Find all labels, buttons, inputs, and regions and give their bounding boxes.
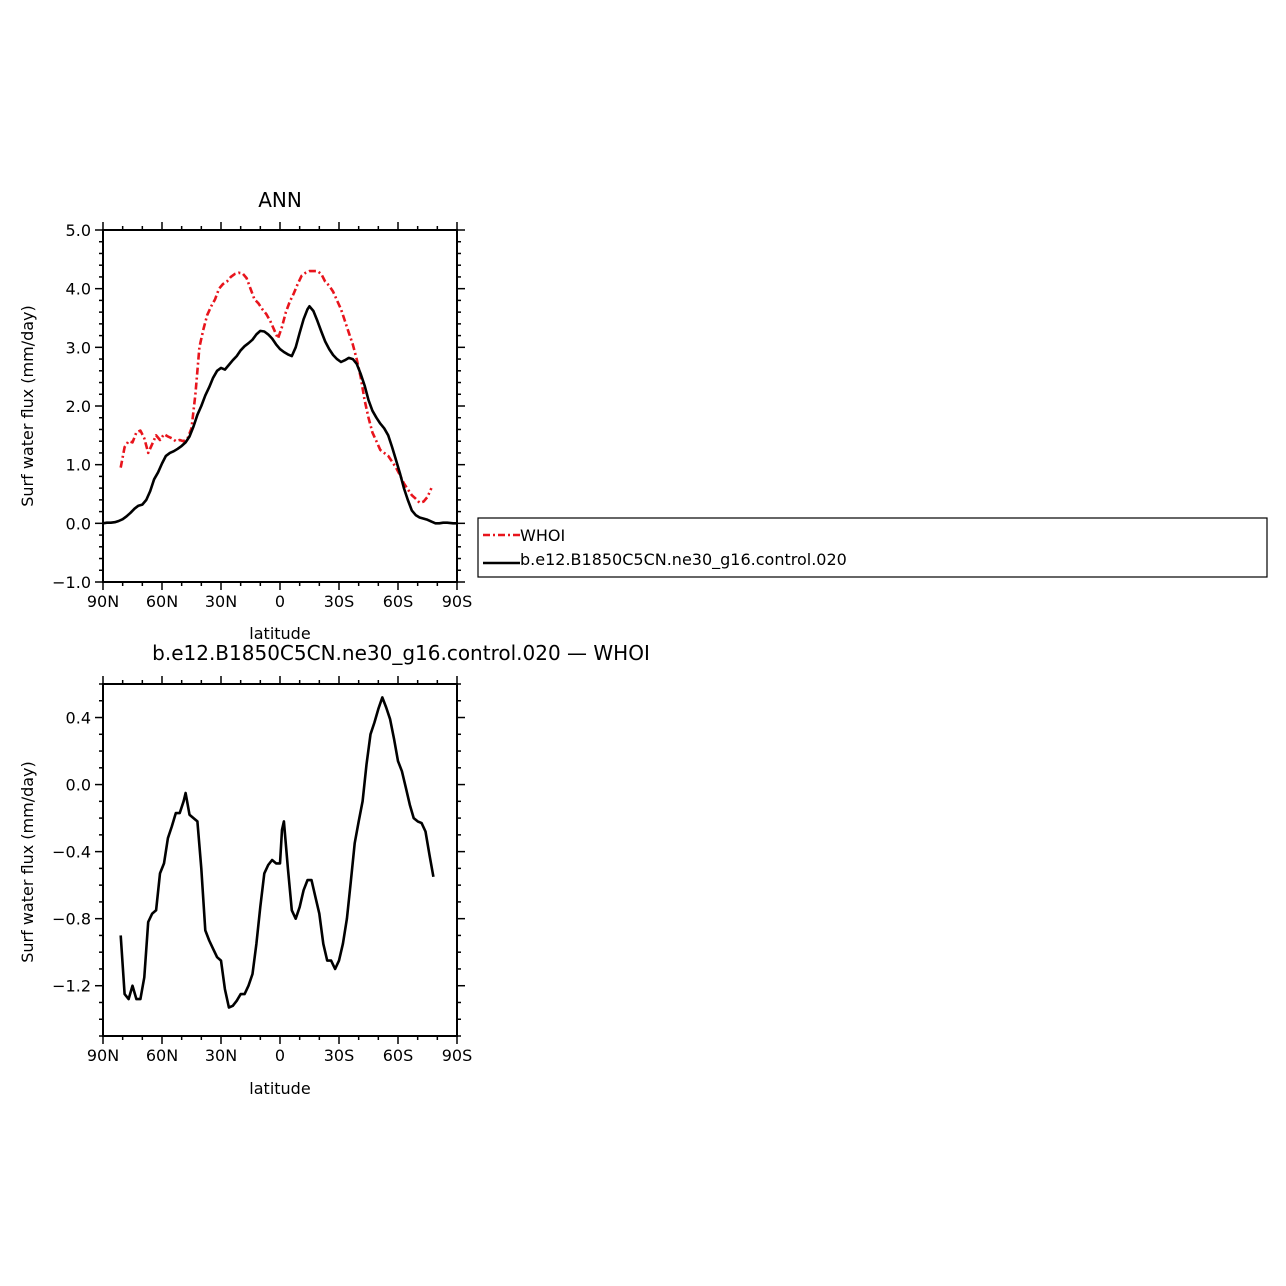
panel2-series-1: [119, 696, 435, 1009]
panel2-y-tick-label: −0.8: [52, 910, 91, 929]
panel-difference: b.e12.B1850C5CN.ne30_g16.control.020 — W…: [18, 641, 650, 1098]
panel1-series-2: [102, 305, 457, 525]
panel1-x-tick-label: 60S: [383, 592, 414, 611]
panel2-x-ticks: 90N 60N 30N 0 30S 60S 90S: [87, 676, 472, 1065]
panel1-y-tick-label: 4.0: [66, 280, 91, 299]
panel2-y-tick-label: 0.4: [66, 709, 91, 728]
legend-label-whoi: WHOI: [520, 526, 565, 545]
panel2-y-tick-label: 0.0: [66, 776, 91, 795]
panel2-y-tick-label: −0.4: [52, 843, 91, 862]
panel1-frame: [102, 229, 458, 583]
panel1-y-tick-label: 3.0: [66, 338, 91, 357]
panel2-y-tick-label: −1.2: [52, 977, 91, 996]
panel2-x-tick-label: 90S: [442, 1046, 473, 1065]
panel1-series-1: [119, 269, 433, 505]
panel1-series-lines: [102, 269, 457, 525]
panel1-x-tick-label: 60N: [146, 592, 178, 611]
panel1-y-tick-label: −1.0: [52, 573, 91, 592]
legend-box: [477, 517, 1268, 578]
legend: WHOI b.e12.B1850C5CN.ne30_g16.control.02…: [477, 517, 1268, 578]
panel1-y-ticks: −1.0 0.0 1.0 2.0 3.0 4.0 5.0: [52, 221, 465, 592]
panel2-x-tick-label: 30S: [324, 1046, 355, 1065]
panel2-x-axis-title: latitude: [249, 1079, 310, 1098]
panel2-y-ticks: −1.2 −0.8 −0.4 0.0 0.4: [52, 683, 465, 1037]
panel2-x-tick-label: 90N: [87, 1046, 119, 1065]
panel2-x-tick-label: 0: [275, 1046, 285, 1065]
panel1-x-tick-label: 90S: [442, 592, 473, 611]
panel2-x-tick-label: 60S: [383, 1046, 414, 1065]
panel1-x-tick-label: 0: [275, 592, 285, 611]
panel2-y-axis-title: Surf water flux (mm/day): [18, 761, 37, 963]
panel1-y-axis-title: Surf water flux (mm/day): [18, 305, 37, 507]
panel1-x-axis-title: latitude: [249, 624, 310, 643]
panel1-x-tick-label: 90N: [87, 592, 119, 611]
panel1-y-tick-label: 5.0: [66, 221, 91, 240]
panel2-title: b.e12.B1850C5CN.ne30_g16.control.020 — W…: [152, 641, 650, 665]
panel1-x-ticks: 90N 60N 30N 0 30S 60S 90S: [87, 222, 472, 611]
legend-label-model: b.e12.B1850C5CN.ne30_g16.control.020: [520, 550, 847, 570]
panel1-title: ANN: [258, 188, 302, 212]
panel2-x-tick-label: 30N: [205, 1046, 237, 1065]
panel2-x-tick-label: 60N: [146, 1046, 178, 1065]
panel1-y-tick-label: 0.0: [66, 514, 91, 533]
panel1-x-tick-label: 30N: [205, 592, 237, 611]
panel1-y-tick-label: 1.0: [66, 456, 91, 475]
panel2-series-lines: [119, 696, 435, 1009]
panel1-y-tick-label: 2.0: [66, 397, 91, 416]
panel1-x-tick-label: 30S: [324, 592, 355, 611]
panel-annual-mean: ANN 90N 60N 30N 0 30S 60S 90S −1.0 0.0 1.0 2.0 3.0…: [18, 188, 472, 643]
